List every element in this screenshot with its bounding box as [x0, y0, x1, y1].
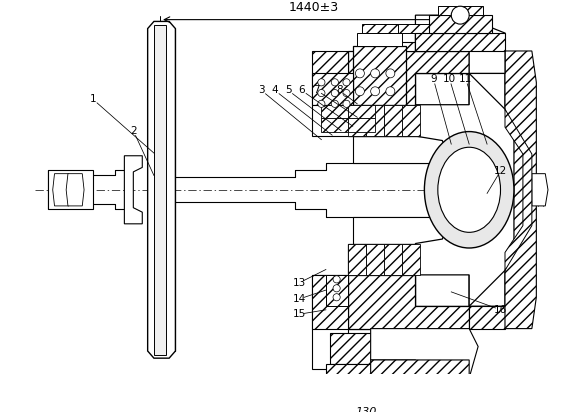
- Polygon shape: [348, 243, 469, 306]
- Polygon shape: [469, 306, 505, 329]
- Polygon shape: [469, 73, 532, 306]
- Polygon shape: [313, 51, 348, 105]
- Bar: [321, 105, 348, 118]
- Circle shape: [333, 294, 340, 301]
- Circle shape: [386, 69, 395, 78]
- Circle shape: [331, 100, 338, 108]
- Text: 12: 12: [494, 166, 507, 176]
- Polygon shape: [348, 51, 469, 105]
- Polygon shape: [53, 174, 71, 206]
- Bar: [326, 275, 348, 306]
- Circle shape: [356, 87, 364, 96]
- Bar: [335, 381, 397, 389]
- Polygon shape: [66, 174, 84, 206]
- Polygon shape: [48, 170, 93, 209]
- Text: 11: 11: [459, 74, 472, 84]
- Text: 3: 3: [258, 85, 265, 96]
- Polygon shape: [469, 51, 505, 73]
- Bar: [384, 105, 402, 136]
- Bar: [348, 243, 366, 275]
- Bar: [331, 333, 402, 365]
- Bar: [321, 118, 348, 131]
- Bar: [366, 243, 384, 275]
- Circle shape: [343, 89, 350, 97]
- Text: 16: 16: [494, 305, 507, 315]
- Polygon shape: [353, 217, 469, 243]
- Circle shape: [331, 89, 338, 97]
- Polygon shape: [429, 15, 492, 33]
- Circle shape: [333, 276, 340, 283]
- Text: 2: 2: [130, 126, 137, 136]
- Polygon shape: [353, 136, 469, 163]
- Bar: [313, 105, 353, 136]
- Bar: [348, 105, 366, 136]
- Circle shape: [451, 6, 469, 24]
- Polygon shape: [371, 360, 469, 396]
- Polygon shape: [313, 275, 469, 369]
- Polygon shape: [415, 15, 505, 73]
- Polygon shape: [532, 174, 548, 206]
- Circle shape: [331, 79, 338, 86]
- Text: 6: 6: [299, 85, 305, 96]
- Text: 1440±3: 1440±3: [289, 1, 339, 14]
- Polygon shape: [313, 275, 348, 329]
- Bar: [353, 105, 407, 136]
- Bar: [384, 243, 402, 275]
- Bar: [362, 24, 397, 33]
- Bar: [384, 24, 429, 33]
- Bar: [348, 105, 375, 118]
- Polygon shape: [154, 25, 167, 355]
- Text: 130: 130: [356, 407, 377, 412]
- Bar: [366, 105, 384, 136]
- Bar: [348, 118, 375, 131]
- Circle shape: [318, 89, 325, 97]
- Text: 9: 9: [430, 74, 437, 84]
- Text: 8: 8: [336, 85, 343, 96]
- Polygon shape: [348, 275, 469, 329]
- Polygon shape: [415, 73, 514, 306]
- Circle shape: [318, 79, 325, 86]
- Circle shape: [343, 100, 350, 108]
- Bar: [402, 105, 420, 136]
- Text: 4: 4: [271, 85, 278, 96]
- Text: 14: 14: [292, 294, 306, 304]
- Bar: [313, 73, 353, 105]
- Bar: [357, 33, 402, 47]
- Circle shape: [318, 100, 325, 108]
- Text: 10: 10: [443, 74, 456, 84]
- Polygon shape: [415, 33, 505, 51]
- Polygon shape: [379, 33, 433, 51]
- Ellipse shape: [438, 147, 500, 232]
- Polygon shape: [348, 73, 469, 136]
- Text: 1: 1: [89, 94, 96, 104]
- Circle shape: [386, 87, 395, 96]
- Circle shape: [371, 69, 379, 78]
- Bar: [353, 47, 407, 105]
- Ellipse shape: [424, 131, 514, 248]
- Circle shape: [333, 285, 340, 292]
- Text: 5: 5: [285, 85, 292, 96]
- Bar: [438, 6, 483, 15]
- Text: 7: 7: [314, 85, 320, 96]
- Circle shape: [356, 69, 364, 78]
- Polygon shape: [148, 21, 175, 358]
- Circle shape: [371, 87, 379, 96]
- Text: 13: 13: [292, 278, 306, 288]
- Polygon shape: [371, 329, 478, 396]
- Text: 15: 15: [292, 309, 306, 319]
- Bar: [326, 365, 407, 381]
- Circle shape: [343, 79, 350, 86]
- Polygon shape: [505, 109, 532, 270]
- Bar: [402, 243, 420, 275]
- Polygon shape: [505, 51, 536, 329]
- Polygon shape: [124, 156, 142, 224]
